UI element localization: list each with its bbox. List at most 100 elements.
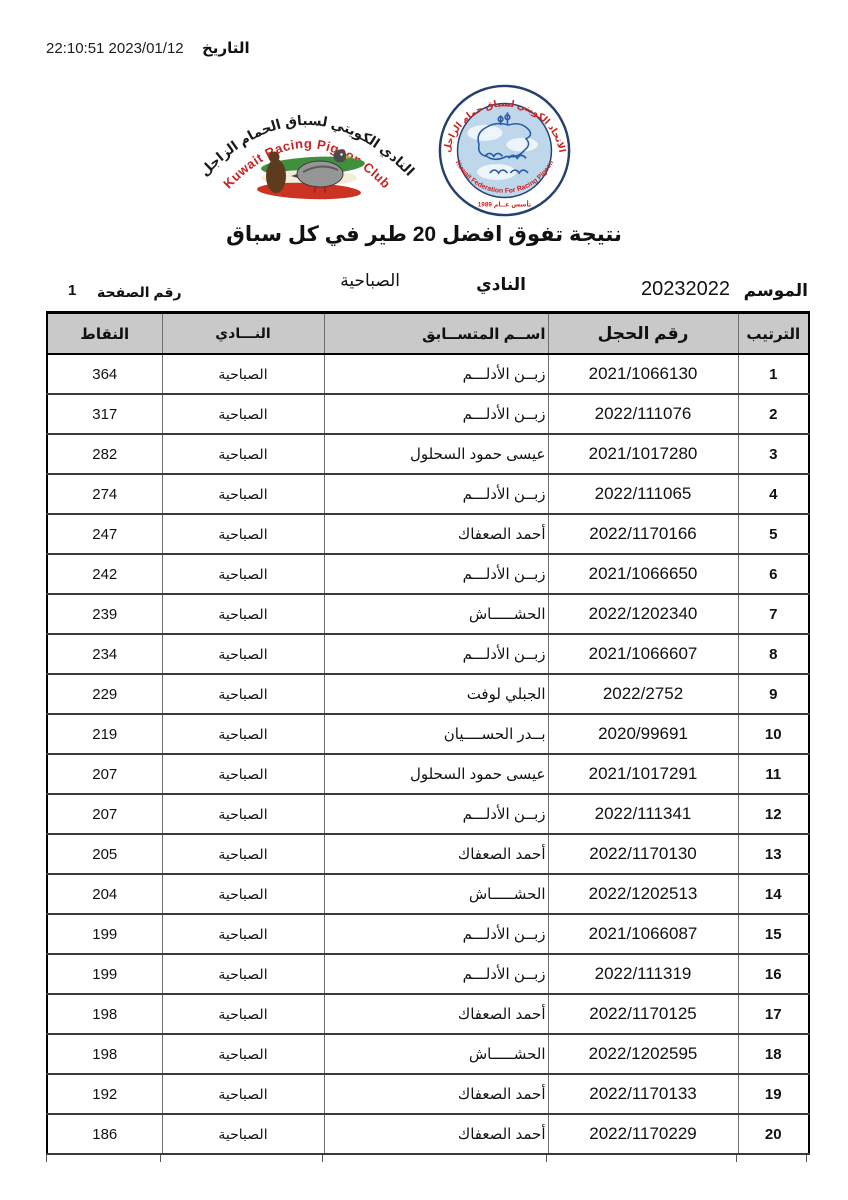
ring-cell: 2022/1202340	[547, 593, 739, 635]
points-cell: 192	[46, 1073, 163, 1115]
cutoff-next-row-stubs	[46, 1155, 808, 1163]
ring-cell: 2022/111076	[547, 393, 739, 435]
club-cell: الصباحية	[161, 473, 325, 515]
ring-cell: 2022/1170125	[547, 993, 739, 1035]
date-label: التاريخ	[202, 40, 250, 57]
name-cell: أحمد الصعفاك	[323, 833, 549, 875]
rank-cell: 10	[737, 713, 810, 755]
rank-cell: 2	[737, 393, 810, 435]
table-row: 7 2022/1202340 الحشـــــاش الصباحية 239	[46, 593, 810, 635]
club-cell: الصباحية	[161, 753, 325, 795]
table-row: 8 2021/1066607 زبــن الأدلـــم الصباحية 234	[46, 633, 810, 675]
table-row: 10 2020/99691 بــدر الحســــيان الصباحية 219	[46, 713, 810, 755]
points-cell: 199	[46, 913, 163, 955]
rank-cell: 11	[737, 753, 810, 795]
table-row: 11 2021/1017291 عيسى حمود السحلول الصباحية 2…	[46, 753, 810, 795]
table-row: 19 2022/1170133 أحمد الصعفاك الصباحية 192	[46, 1073, 810, 1115]
rank-cell: 6	[737, 553, 810, 595]
table-row: 16 2022/111319 زبــن الأدلـــم الصباحية 199	[46, 953, 810, 995]
points-cell: 364	[46, 353, 163, 395]
points-cell: 239	[46, 593, 163, 635]
name-cell: أحمد الصعفاك	[323, 993, 549, 1035]
name-cell: أحمد الصعفاك	[323, 1113, 549, 1155]
ring-cell: 2021/1066130	[547, 353, 739, 395]
kuwait-federation-logo: الاتحاد الكويتي لسباق حمام الزاجل Kuwait…	[438, 84, 571, 217]
club-cell: الصباحية	[161, 1033, 325, 1075]
points-cell: 317	[46, 393, 163, 435]
points-cell: 219	[46, 713, 163, 755]
points-cell: 247	[46, 513, 163, 555]
report-datetime: 22:10:51 2023/01/12	[46, 40, 184, 57]
ring-cell: 2022/111319	[547, 953, 739, 995]
ring-cell: 2021/1017280	[547, 433, 739, 475]
table-row: 18 2022/1202595 الحشـــــاش الصباحية 198	[46, 1033, 810, 1075]
points-cell: 204	[46, 873, 163, 915]
club-value: الصباحية	[340, 271, 400, 290]
results-body: 1 2021/1066130 زبــن الأدلـــم الصباحية 364 2…	[46, 353, 810, 1155]
club-cell: الصباحية	[161, 793, 325, 835]
points-cell: 186	[46, 1113, 163, 1155]
ring-cell: 2022/1202595	[547, 1033, 739, 1075]
kuwait-racing-pigeon-club-logo: النادي الكويتي لسباق الحمام الزاجل Kuwai…	[197, 113, 417, 200]
season-label: الموسم	[743, 281, 808, 300]
club-cell: الصباحية	[161, 593, 325, 635]
ring-cell: 2021/1066607	[547, 633, 739, 675]
points-cell: 198	[46, 993, 163, 1035]
ring-cell: 2021/1066650	[547, 553, 739, 595]
page-number-label: رقم الصفحة	[97, 284, 182, 300]
ring-cell: 2021/1017291	[547, 753, 739, 795]
name-cell: زبــن الأدلـــم	[323, 393, 549, 435]
name-cell: الحشـــــاش	[323, 873, 549, 915]
name-cell: زبــن الأدلـــم	[323, 553, 549, 595]
table-row: 13 2022/1170130 أحمد الصعفاك الصباحية 205	[46, 833, 810, 875]
rank-cell: 1	[737, 353, 810, 395]
name-cell: أحمد الصعفاك	[323, 1073, 549, 1115]
rank-cell: 19	[737, 1073, 810, 1115]
table-row: 17 2022/1170125 أحمد الصعفاك الصباحية 198	[46, 993, 810, 1035]
club-cell: الصباحية	[161, 873, 325, 915]
season-value: 20232022	[641, 278, 730, 300]
table-row: 12 2022/111341 زبــن الأدلـــم الصباحية 207	[46, 793, 810, 835]
club-cell: الصباحية	[161, 433, 325, 475]
rank-cell: 8	[737, 633, 810, 675]
club-cell: الصباحية	[161, 353, 325, 395]
rank-cell: 17	[737, 993, 810, 1035]
club-cell: الصباحية	[161, 913, 325, 955]
ring-cell: 2022/1170166	[547, 513, 739, 555]
points-cell: 198	[46, 1033, 163, 1075]
name-cell: زبــن الأدلـــم	[323, 633, 549, 675]
ring-cell: 2022/111065	[547, 473, 739, 515]
name-cell: الحشـــــاش	[323, 1033, 549, 1075]
rank-cell: 3	[737, 433, 810, 475]
table-row: 2 2022/111076 زبــن الأدلـــم الصباحية 317	[46, 393, 810, 435]
rank-cell: 9	[737, 673, 810, 715]
column-header-points: النقاط	[46, 311, 163, 355]
name-cell: أحمد الصعفاك	[323, 513, 549, 555]
points-cell: 207	[46, 753, 163, 795]
rank-cell: 13	[737, 833, 810, 875]
club-cell: الصباحية	[161, 993, 325, 1035]
federation-founded-text: تأسس عــام 1989	[478, 199, 531, 208]
ring-cell: 2022/1170130	[547, 833, 739, 875]
table-row: 15 2021/1066087 زبــن الأدلـــم الصباحية 199	[46, 913, 810, 955]
ring-cell: 2022/111341	[547, 793, 739, 835]
club-cell: الصباحية	[161, 1073, 325, 1115]
ring-cell: 2022/1170133	[547, 1073, 739, 1115]
ring-cell: 2021/1066087	[547, 913, 739, 955]
rank-cell: 5	[737, 513, 810, 555]
points-cell: 205	[46, 833, 163, 875]
table-row: 20 2022/1170229 أحمد الصعفاك الصباحية 186	[46, 1113, 810, 1155]
rank-cell: 7	[737, 593, 810, 635]
flying-pigeons-icons	[484, 152, 529, 175]
club-cell: الصباحية	[161, 1113, 325, 1155]
rank-cell: 4	[737, 473, 810, 515]
ring-cell: 2022/1202513	[547, 873, 739, 915]
rank-cell: 12	[737, 793, 810, 835]
table-row: 14 2022/1202513 الحشـــــاش الصباحية 204	[46, 873, 810, 915]
club-cell: الصباحية	[161, 953, 325, 995]
name-cell: عيسى حمود السحلول	[323, 753, 549, 795]
results-table-container: الترتيب رقم الحجل اســم المتســابق النـــاد…	[46, 311, 810, 1163]
club-cell: الصباحية	[161, 673, 325, 715]
club-cell: الصباحية	[161, 833, 325, 875]
column-header-ring: رقم الحجل	[547, 311, 739, 355]
